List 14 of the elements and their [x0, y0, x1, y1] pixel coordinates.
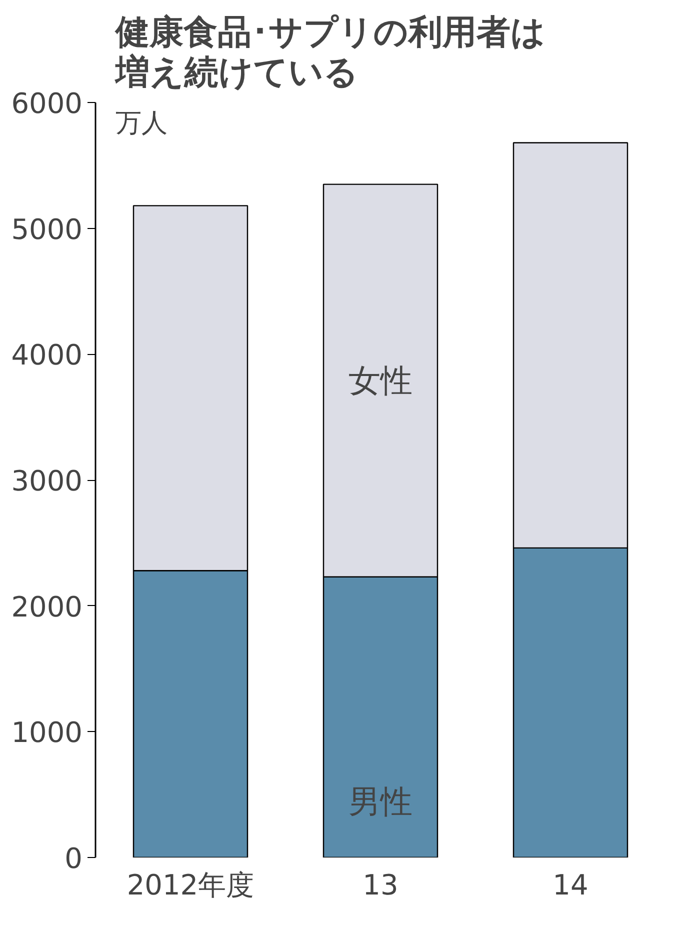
chart-title: 健康食品･サプリの利用者は増え続けている [114, 12, 546, 92]
series-label: 女性 [348, 362, 412, 400]
y-tick-label: 0 [64, 842, 83, 875]
y-tick-label: 4000 [11, 338, 83, 372]
y-tick-label: 6000 [11, 87, 83, 120]
x-tick-label: 14 [552, 868, 588, 902]
x-tick-label: 2012年度 [126, 868, 254, 902]
y-tick-label: 2000 [11, 590, 83, 624]
y-axis-title: 万人 [116, 108, 168, 138]
x-tick-label: 13 [362, 868, 398, 902]
y-tick-label: 1000 [11, 716, 83, 750]
y-tick-label: 5000 [11, 212, 83, 246]
y-tick-label: 3000 [11, 464, 83, 498]
series-label: 男性 [348, 782, 412, 820]
